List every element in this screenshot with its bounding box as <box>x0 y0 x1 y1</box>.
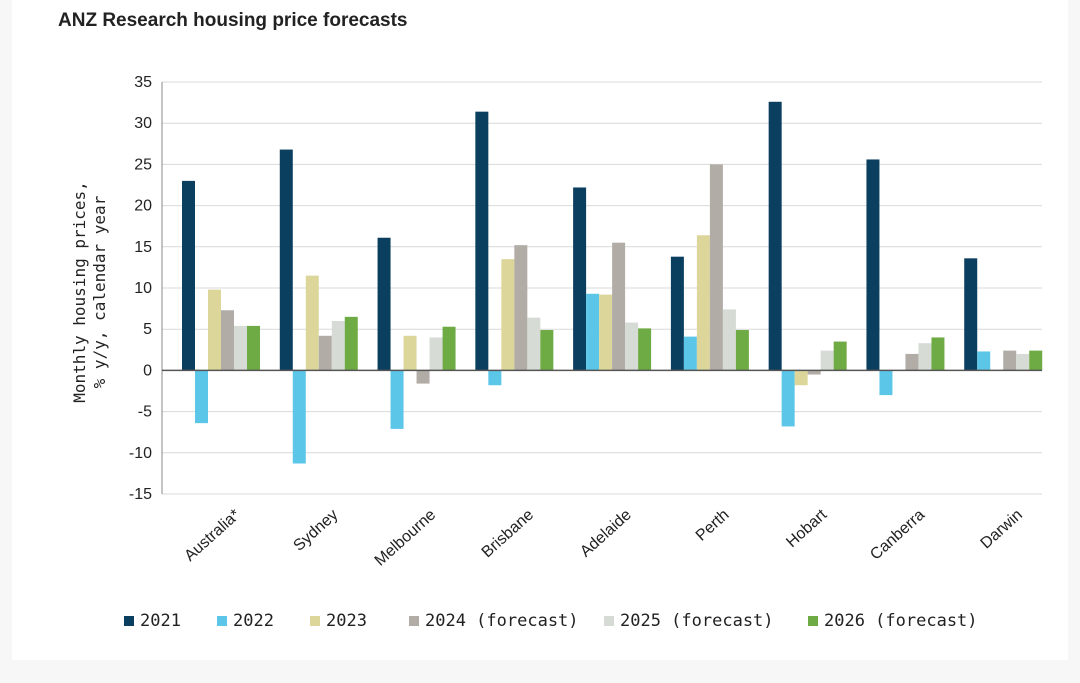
y-tick-label: 25 <box>134 156 152 173</box>
bar <box>429 337 443 371</box>
legend-swatch <box>409 616 419 626</box>
bar <box>527 317 541 371</box>
x-category-label: Brisbane <box>479 506 537 561</box>
legend-label: 2024 (forecast) <box>425 611 579 631</box>
bars <box>182 101 1043 464</box>
bar <box>221 310 234 371</box>
bar <box>696 235 710 371</box>
x-category-label: Perth <box>693 506 733 544</box>
x-category-label: Darwin <box>978 506 1026 552</box>
bar <box>612 242 626 371</box>
legend-swatch <box>604 616 614 626</box>
bar <box>501 259 515 371</box>
legend-label: 2025 (forecast) <box>620 611 774 631</box>
bar <box>586 293 600 371</box>
bar <box>1003 350 1017 371</box>
legend-label: 2023 <box>326 611 367 631</box>
bar <box>403 335 417 371</box>
gridlines <box>162 81 1042 495</box>
bar <box>833 341 847 371</box>
bar-chart: 35 30 25 20 15 10 5 0 -5 -10 -15 Australia* Sydney Me… <box>70 74 1043 631</box>
chart-title: ANZ Research housing price forecasts <box>58 10 408 31</box>
bar <box>390 370 404 429</box>
x-category-label: Australia* <box>181 506 243 564</box>
legend: 2021 2022 2023 2024 (forecast) 2025 (forecas… <box>124 611 978 631</box>
bar <box>977 351 991 371</box>
legend-label: 2022 <box>233 611 274 631</box>
chart-card: ANZ Research housing price forecasts 35 3… <box>12 0 1068 660</box>
bar <box>866 159 880 371</box>
legend-swatch <box>217 616 227 626</box>
y-tick-label: -5 <box>138 404 152 421</box>
legend-label: 2021 <box>140 611 181 631</box>
y-axis-title-line: % y/y, calendar year <box>90 195 109 388</box>
y-tick-label: 15 <box>134 239 152 256</box>
bar <box>182 180 195 371</box>
bar <box>195 370 208 424</box>
bar <box>781 370 795 427</box>
bar <box>416 370 430 384</box>
x-category-label: Hobart <box>783 506 830 551</box>
x-category-label: Sydney <box>290 506 341 554</box>
y-tick-label: 35 <box>134 74 152 91</box>
legend-label: 2026 (forecast) <box>824 611 978 631</box>
legend-swatch <box>124 616 134 626</box>
y-tick-label: 30 <box>134 115 152 132</box>
bar <box>683 336 697 371</box>
bar <box>807 370 821 375</box>
bar <box>1016 353 1030 371</box>
bar <box>768 101 782 371</box>
y-tick-label: 0 <box>143 362 152 379</box>
legend-swatch <box>310 616 320 626</box>
bar <box>234 325 247 371</box>
bar <box>540 330 554 371</box>
bar <box>279 149 293 371</box>
bar <box>247 325 260 371</box>
x-category-label: Melbourne <box>372 506 440 569</box>
y-tick-label: 5 <box>143 321 152 338</box>
bar <box>625 322 639 371</box>
bar <box>709 164 723 371</box>
bar <box>442 326 456 371</box>
bar <box>208 289 221 371</box>
y-tick-label: 20 <box>134 198 152 215</box>
bar <box>488 370 502 386</box>
bar <box>514 245 528 371</box>
bar <box>377 237 391 371</box>
y-tick-label: -15 <box>129 486 152 503</box>
y-tick-label: -10 <box>129 445 152 462</box>
bar <box>879 370 893 396</box>
bar <box>820 350 834 371</box>
bar <box>964 258 978 371</box>
legend-swatch <box>808 616 818 626</box>
bar <box>318 335 332 371</box>
bar <box>905 353 919 371</box>
bar <box>292 370 306 464</box>
y-tick-label: 10 <box>134 280 152 297</box>
bar <box>1029 350 1043 371</box>
bar <box>599 294 613 371</box>
y-axis-title-line: Monthly housing prices, <box>70 181 89 403</box>
x-category-label: Canberra <box>867 506 928 563</box>
bar <box>670 256 684 371</box>
bar <box>918 343 932 371</box>
bar <box>305 275 319 371</box>
bar <box>344 316 358 371</box>
bar <box>475 111 489 371</box>
bar <box>735 330 749 371</box>
y-axis-title: Monthly housing prices,% y/y, calendar y… <box>70 181 109 403</box>
bar <box>573 187 587 371</box>
bar <box>794 370 808 386</box>
bar <box>931 337 945 371</box>
bar <box>331 320 345 371</box>
x-category-label: Adelaide <box>577 506 635 560</box>
bar <box>722 309 736 371</box>
bar <box>638 328 652 371</box>
